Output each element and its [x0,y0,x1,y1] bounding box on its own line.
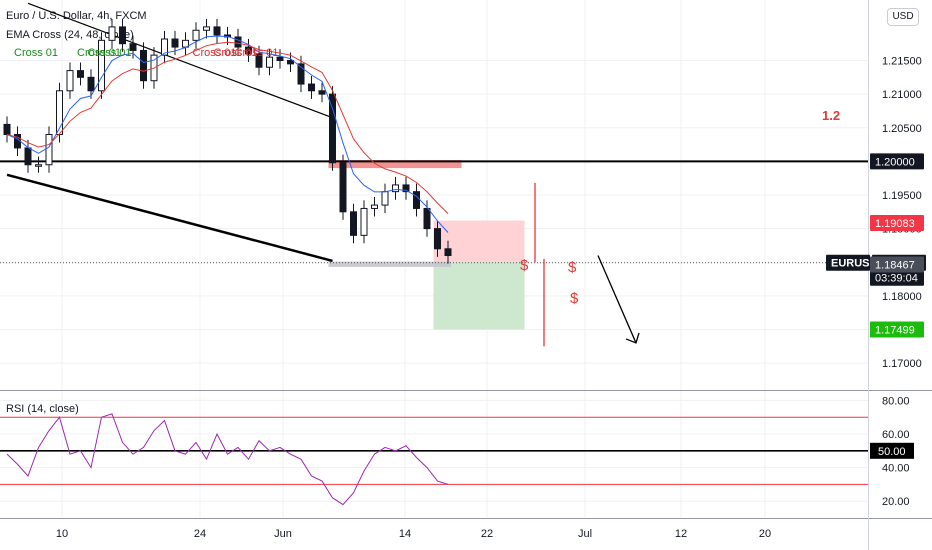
price-tag-box [870,256,924,273]
candle [413,191,420,209]
candle [45,133,53,166]
price-tag-label: 1.18467 [875,259,915,271]
time-tick-label: 12 [675,528,687,540]
zone-target [433,262,525,330]
candle [423,207,431,230]
candle [434,228,441,250]
candle [381,191,389,206]
candle [140,49,147,82]
rsi-tick-label: 60.00 [882,429,910,441]
time-tick-label: Jun [274,528,292,540]
candle [3,123,11,135]
price-tag-label: 03:39:04 [875,273,918,285]
cross-label: Cross 01 [214,47,258,59]
zone-resistance [328,160,462,169]
price-tag-label: 1.17499 [875,325,915,337]
dollar-annotation: $ [568,259,577,276]
candle [87,76,95,92]
candle [98,39,105,92]
candle [287,60,294,65]
candle [276,56,284,62]
candle [444,248,452,257]
candle [213,26,221,36]
candle [297,63,305,85]
price-tag-box [870,321,924,338]
rsi-midline-tag [870,442,914,459]
candle [234,36,242,48]
time-tick-label: 22 [481,528,493,540]
price-tag-label: 1.19083 [875,218,915,230]
time-tick-label: 14 [399,528,411,540]
price-tag-box [870,215,924,232]
time-tick-label: 10 [56,528,68,540]
cross-label: Cross 01 [235,47,279,59]
price-tag-box [870,269,924,286]
cross-label: Cross 01 [88,47,132,59]
candle [24,147,32,166]
cross-label: Cross 01 [77,47,121,59]
dollar-annotation: $ [570,290,579,307]
rsi-axis-ticks: 80.00 60.00 50.00 40.00 20.00 [870,395,914,508]
price-tick-label: 1.17000 [882,358,922,370]
time-tick-label: 20 [759,528,771,540]
candle [192,29,200,41]
rsi-tick-label: 20.00 [882,496,910,508]
candle [203,26,210,31]
candle [171,38,179,48]
candle [318,90,326,95]
candle [402,184,410,193]
projection-arrow [597,255,637,344]
candle [119,26,126,45]
ema-slow-line [6,41,449,214]
cross-label: Cross 01 [193,47,237,59]
candle [108,26,116,41]
projection-arrow-head [625,332,640,344]
candle [66,70,74,92]
price-tick-label: 1.21500 [882,56,922,68]
currency-button[interactable]: USD [887,8,919,26]
candle [350,211,357,236]
zone-support [328,261,451,267]
candles-group [3,18,452,264]
symbol-title: Euro / U.S. Dollar, 4h, FXCM [6,10,147,22]
candle [129,43,137,51]
candle [308,83,315,92]
candle [339,162,347,213]
price-tick-label: 1.20500 [882,123,922,135]
price-tag-label: 1.20000 [875,156,915,168]
candle [245,46,252,55]
trendline-1 [6,173,333,263]
candle [360,207,368,236]
rsi-tick-label: 80.00 [882,395,910,407]
cross-label: Cross 01 [14,47,58,59]
price-tag-box [826,254,870,271]
rsi-title: RSI (14, close) [6,403,79,415]
candle [255,53,263,68]
level-annotation: 1.2 [822,108,840,123]
price-tick-label: 1.21000 [882,89,922,101]
time-tick-label: 24 [194,528,206,540]
trendline-0 [27,2,333,119]
candle [371,204,378,209]
rsi-tick-label: 40.00 [882,463,910,475]
price-tick-label: 1.19500 [882,190,922,202]
rsi-tick-label: 50.00 [878,446,906,458]
time-tick-label: Jul [578,528,592,540]
candle [266,56,273,68]
time-axis-ticks: 10 24 Jun 14 22 Jul 12 20 [56,528,771,540]
candle [161,38,168,56]
price-tag-label: EURUSD [831,258,878,270]
candle [77,70,84,78]
price-tick-label: 1.18000 [882,291,922,303]
dollar-annotation: $ [520,257,529,274]
price-tag-box [870,153,924,170]
ema-fast-line [6,35,449,233]
candle [392,184,399,193]
candle [35,164,42,167]
rsi-line [6,413,449,506]
candle [329,93,336,164]
